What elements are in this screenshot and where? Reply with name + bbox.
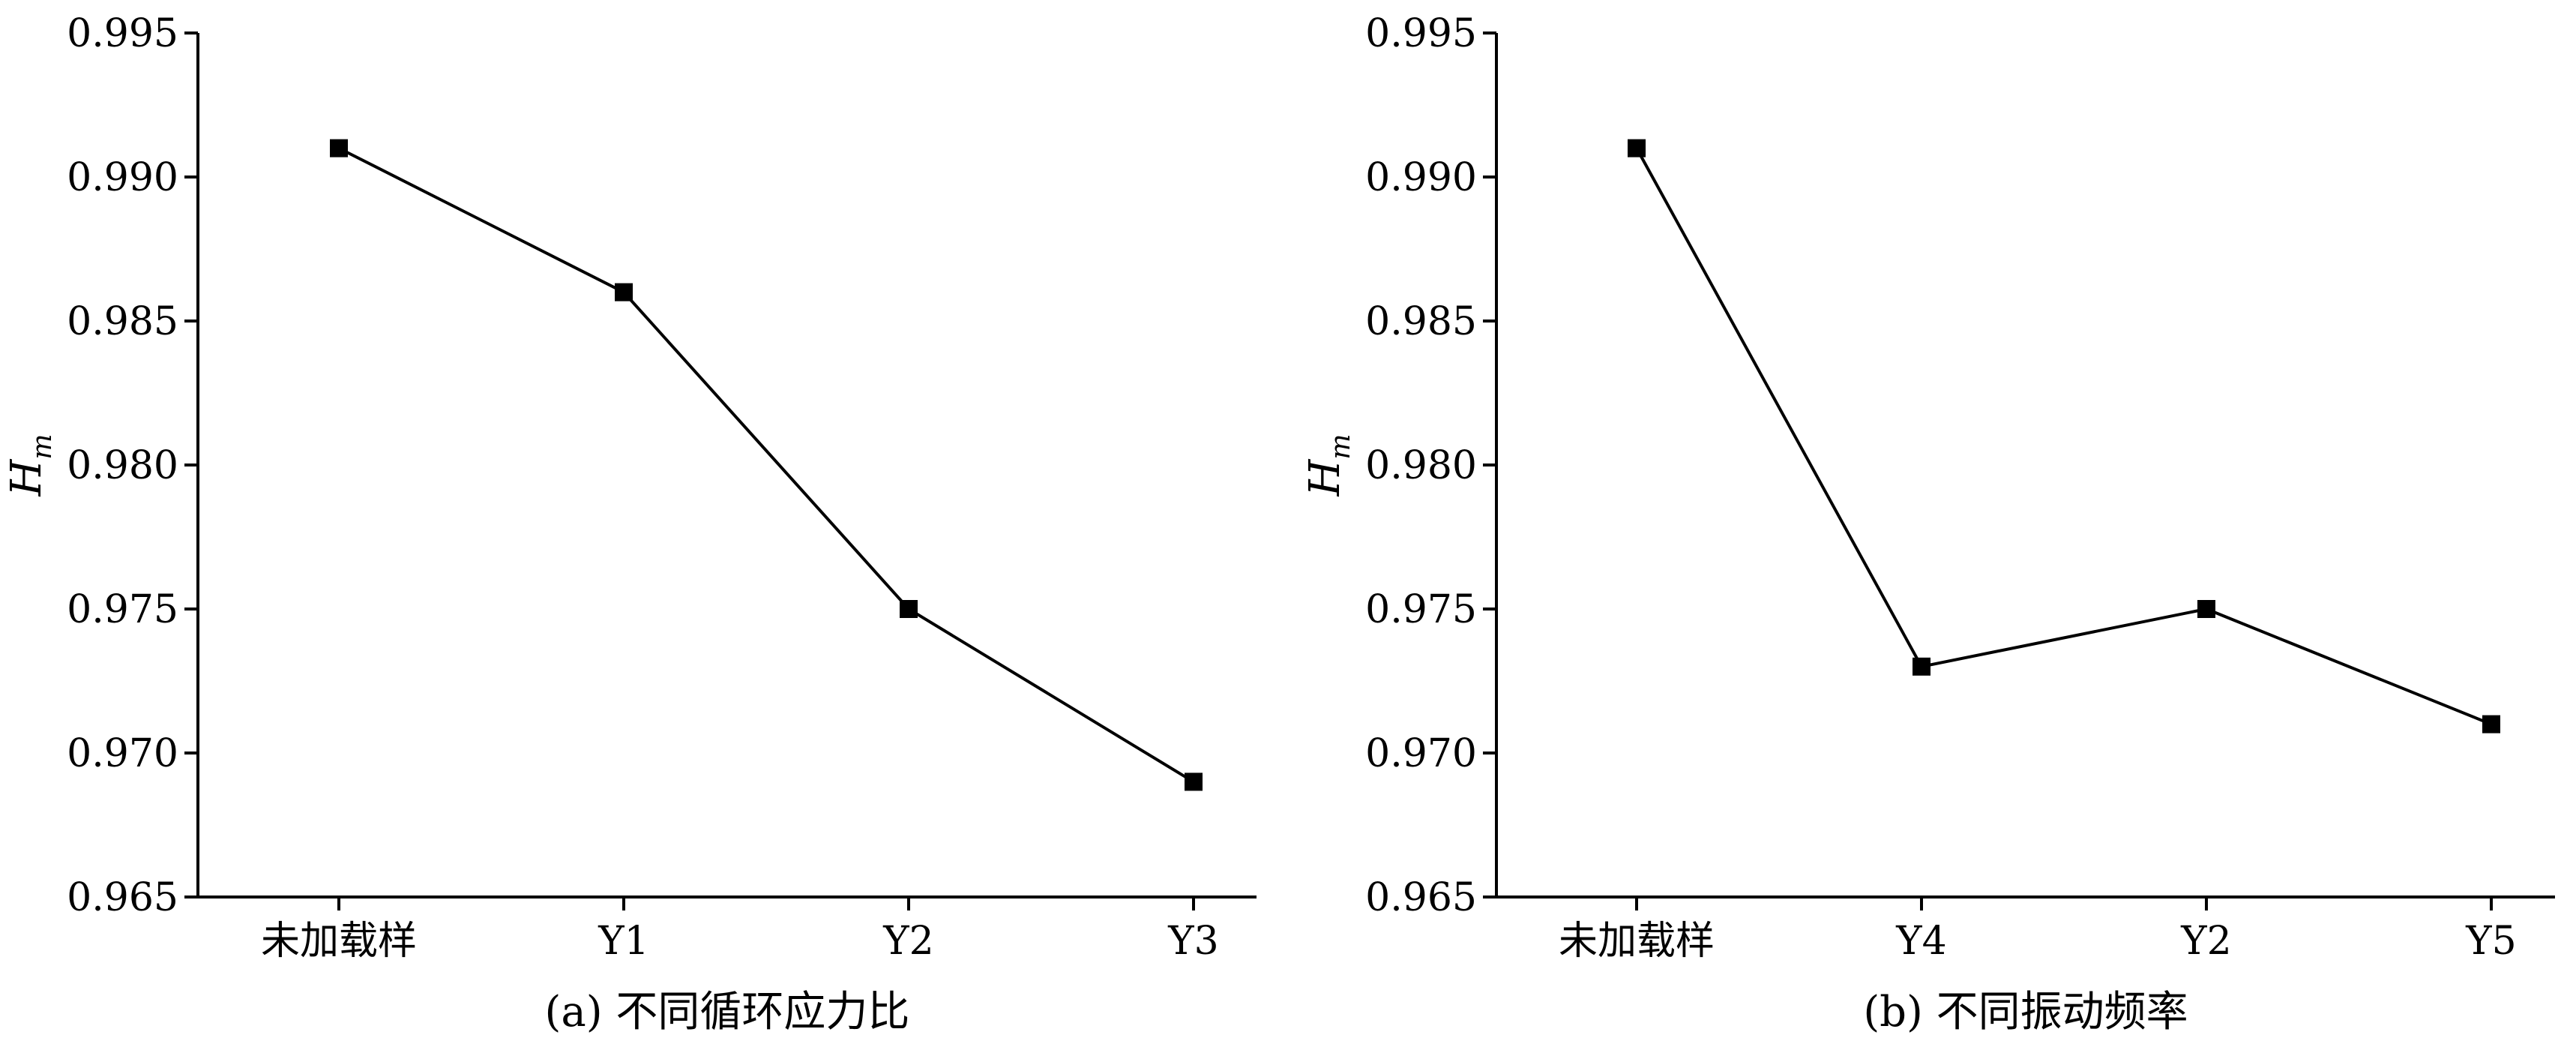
y-axis-title: Hm — [1301, 434, 1356, 497]
y-tick-label: 0.995 — [1365, 11, 1477, 56]
y-tick-label: 0.970 — [67, 731, 178, 776]
series-line — [338, 146, 1195, 784]
y-axis-title-subscript: m — [1325, 434, 1356, 460]
data-point-marker — [2482, 715, 2500, 734]
y-axis-title: Hm — [2, 434, 58, 497]
y-tick-label: 0.990 — [67, 155, 178, 200]
y-tick-label: 0.980 — [67, 443, 178, 488]
y-tick-label: 0.985 — [1365, 299, 1477, 344]
series-line — [1635, 147, 2492, 726]
panel-caption: (a) 不同循环应力比 — [545, 988, 910, 1036]
x-category-label: Y3 — [1167, 919, 1218, 964]
data-point-marker — [2197, 600, 2215, 618]
y-tick-label: 0.975 — [1365, 587, 1477, 632]
x-category-label: Y2 — [882, 919, 933, 964]
x-category-label: Y1 — [598, 919, 648, 964]
y-tick-label: 0.985 — [67, 299, 178, 344]
chart-panel-b: 0.965 0.970 0.975 0.980 0.985 0.990 0.995 未加载样 Y… — [1301, 11, 2555, 1036]
y-tick-label: 0.975 — [67, 587, 178, 632]
y-tick-label: 0.980 — [1365, 443, 1477, 488]
y-axis-title-main: H — [2, 458, 51, 496]
data-point-marker — [1913, 657, 1931, 676]
data-point-marker — [615, 283, 633, 302]
y-tick-label: 0.990 — [1365, 155, 1477, 200]
x-category-label: Y2 — [2180, 919, 2231, 964]
y-tick-label: 0.970 — [1365, 731, 1477, 776]
data-point-marker — [1185, 772, 1203, 791]
panel-caption: (b) 不同振动频率 — [1863, 988, 2188, 1036]
x-category-label: Y5 — [2465, 919, 2516, 964]
x-category-label: 未加载样 — [261, 919, 417, 964]
x-category-label: 未加载样 — [1559, 919, 1715, 964]
data-point-marker — [330, 139, 348, 158]
y-tick-label: 0.965 — [1365, 875, 1477, 920]
y-tick-label: 0.965 — [67, 875, 178, 920]
data-point-marker — [1628, 139, 1646, 158]
chart-panel-a: 0.965 0.970 0.975 0.980 0.985 0.990 0.995 未加载样 Y… — [2, 11, 1257, 1036]
data-point-marker — [900, 600, 918, 618]
y-axis-title-main: H — [1301, 458, 1349, 496]
y-axis-title-subscript: m — [27, 434, 58, 460]
x-category-label: Y4 — [1895, 919, 1946, 964]
y-tick-label: 0.995 — [67, 11, 178, 56]
